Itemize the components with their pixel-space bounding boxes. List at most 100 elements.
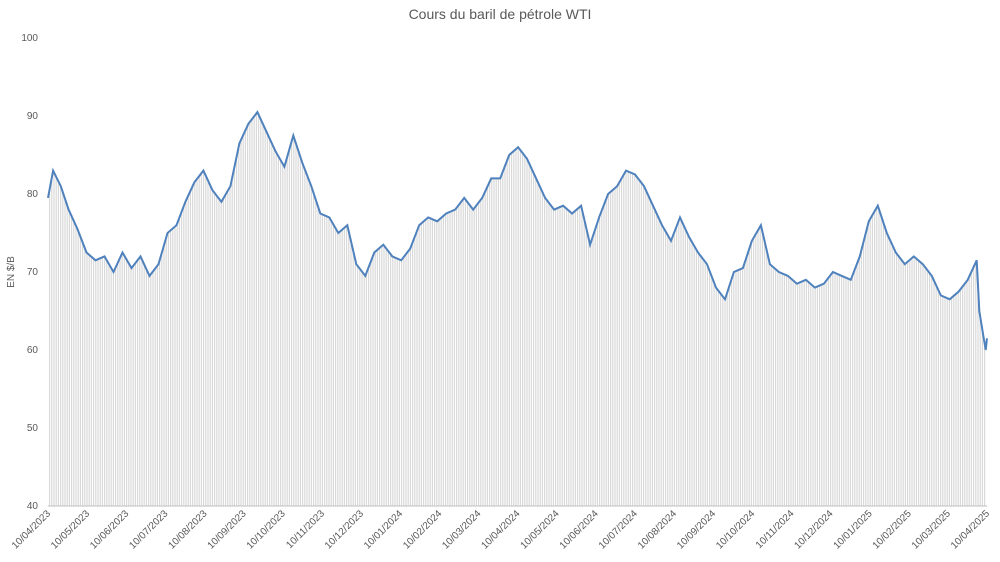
- daily-bar: [984, 339, 986, 506]
- daily-bar: [530, 166, 532, 506]
- daily-bar: [786, 275, 788, 506]
- daily-bar: [618, 183, 620, 506]
- daily-bar: [396, 258, 398, 506]
- daily-bar: [167, 232, 169, 506]
- daily-bar: [959, 290, 961, 506]
- daily-bar: [638, 179, 640, 506]
- daily-bar: [62, 190, 64, 507]
- daily-bar: [777, 270, 779, 506]
- daily-bar: [414, 238, 416, 507]
- daily-bar: [805, 279, 807, 506]
- daily-bar: [108, 263, 110, 506]
- daily-bar: [880, 214, 882, 506]
- daily-bar: [315, 197, 317, 506]
- x-tick-label: 10/12/2024: [792, 508, 835, 551]
- daily-bar: [115, 268, 117, 506]
- daily-bar: [891, 243, 893, 506]
- daily-bar: [260, 118, 262, 506]
- daily-bar: [563, 206, 565, 507]
- daily-bar: [665, 230, 667, 506]
- daily-bar: [291, 143, 293, 506]
- daily-bar: [541, 190, 543, 506]
- daily-bar: [293, 136, 295, 506]
- daily-bar: [71, 214, 73, 506]
- daily-bar: [222, 199, 224, 506]
- daily-bar: [286, 158, 288, 506]
- daily-bar: [750, 244, 752, 506]
- daily-bar: [847, 278, 849, 506]
- daily-bar: [150, 275, 152, 506]
- y-tick-label: 60: [27, 345, 39, 356]
- daily-bar: [977, 273, 979, 506]
- daily-bar: [871, 216, 873, 506]
- daily-bar: [649, 198, 651, 507]
- daily-bar: [632, 173, 634, 506]
- daily-bar: [904, 264, 906, 506]
- daily-bar: [588, 235, 590, 506]
- daily-bar: [656, 212, 658, 506]
- daily-bar: [790, 278, 792, 506]
- daily-bar: [845, 277, 847, 506]
- daily-bar: [280, 159, 282, 506]
- daily-bar: [737, 270, 739, 506]
- daily-bar: [689, 237, 691, 507]
- daily-bar: [196, 179, 198, 506]
- daily-bar: [262, 123, 264, 506]
- daily-bar: [379, 248, 381, 506]
- daily-bar: [546, 199, 548, 507]
- daily-bar: [49, 192, 51, 506]
- x-tick-label: 10/08/2024: [636, 508, 679, 551]
- daily-bar: [126, 258, 128, 506]
- daily-bar: [684, 227, 686, 507]
- daily-bar: [673, 233, 675, 506]
- daily-bar: [566, 208, 568, 506]
- daily-bar: [88, 254, 90, 506]
- daily-bar: [854, 271, 856, 506]
- daily-bar: [599, 217, 601, 506]
- daily-bar: [640, 182, 642, 506]
- daily-bar: [319, 211, 321, 507]
- daily-bar: [467, 201, 469, 506]
- x-tick-label: 10/11/2023: [284, 508, 327, 551]
- daily-bar: [764, 238, 766, 506]
- daily-bar: [522, 152, 524, 506]
- daily-bar: [682, 223, 684, 506]
- daily-bar: [425, 220, 427, 506]
- daily-bar: [370, 263, 372, 506]
- daily-bar: [838, 274, 840, 506]
- daily-bar: [427, 218, 429, 506]
- daily-bar: [693, 244, 695, 506]
- daily-bar: [867, 226, 869, 506]
- daily-bar: [282, 163, 284, 506]
- daily-bar: [478, 203, 480, 507]
- daily-bar: [885, 227, 887, 506]
- daily-bar: [183, 207, 185, 506]
- daily-bar: [398, 259, 400, 506]
- daily-bar: [110, 266, 112, 506]
- daily-bar: [742, 268, 744, 506]
- daily-bar: [82, 240, 84, 506]
- daily-bar: [493, 178, 495, 506]
- daily-bar: [337, 231, 339, 506]
- daily-bar: [385, 247, 387, 506]
- daily-bar: [486, 187, 488, 506]
- daily-bar: [216, 195, 218, 506]
- daily-bar: [836, 273, 838, 506]
- daily-bar: [863, 244, 865, 506]
- volume-bars: [49, 113, 986, 507]
- daily-bar: [889, 238, 891, 506]
- daily-bar: [832, 272, 834, 506]
- daily-bar: [106, 259, 108, 506]
- daily-bar: [964, 284, 966, 506]
- daily-bar: [431, 219, 433, 506]
- daily-bar: [548, 202, 550, 506]
- daily-bar: [929, 272, 931, 506]
- price-line: [47, 110, 988, 351]
- daily-bar: [473, 209, 475, 506]
- daily-bar: [724, 298, 726, 506]
- daily-bar: [528, 162, 530, 506]
- daily-bar: [354, 257, 356, 506]
- daily-bar: [359, 268, 361, 506]
- daily-bar: [240, 141, 242, 506]
